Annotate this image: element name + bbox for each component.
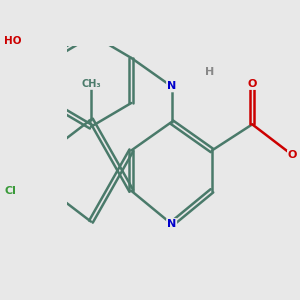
Text: N: N	[167, 81, 176, 92]
Text: H: H	[205, 67, 214, 77]
Text: O: O	[288, 150, 297, 160]
Text: HO: HO	[4, 36, 21, 46]
Text: Cl: Cl	[4, 186, 16, 196]
Text: O: O	[248, 79, 257, 89]
Text: CH₃: CH₃	[81, 79, 101, 89]
Text: N: N	[167, 219, 176, 229]
